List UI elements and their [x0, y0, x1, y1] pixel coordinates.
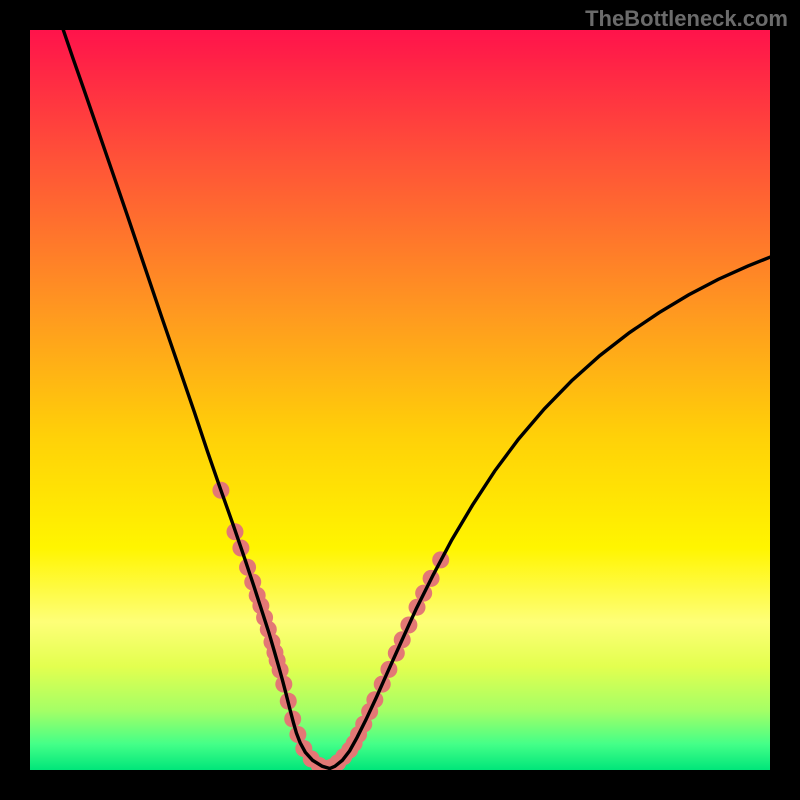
plot-area: [30, 30, 770, 770]
watermark-label: TheBottleneck.com: [585, 6, 788, 32]
chart-outer-frame: TheBottleneck.com: [0, 0, 800, 800]
chart-svg: [30, 30, 770, 770]
